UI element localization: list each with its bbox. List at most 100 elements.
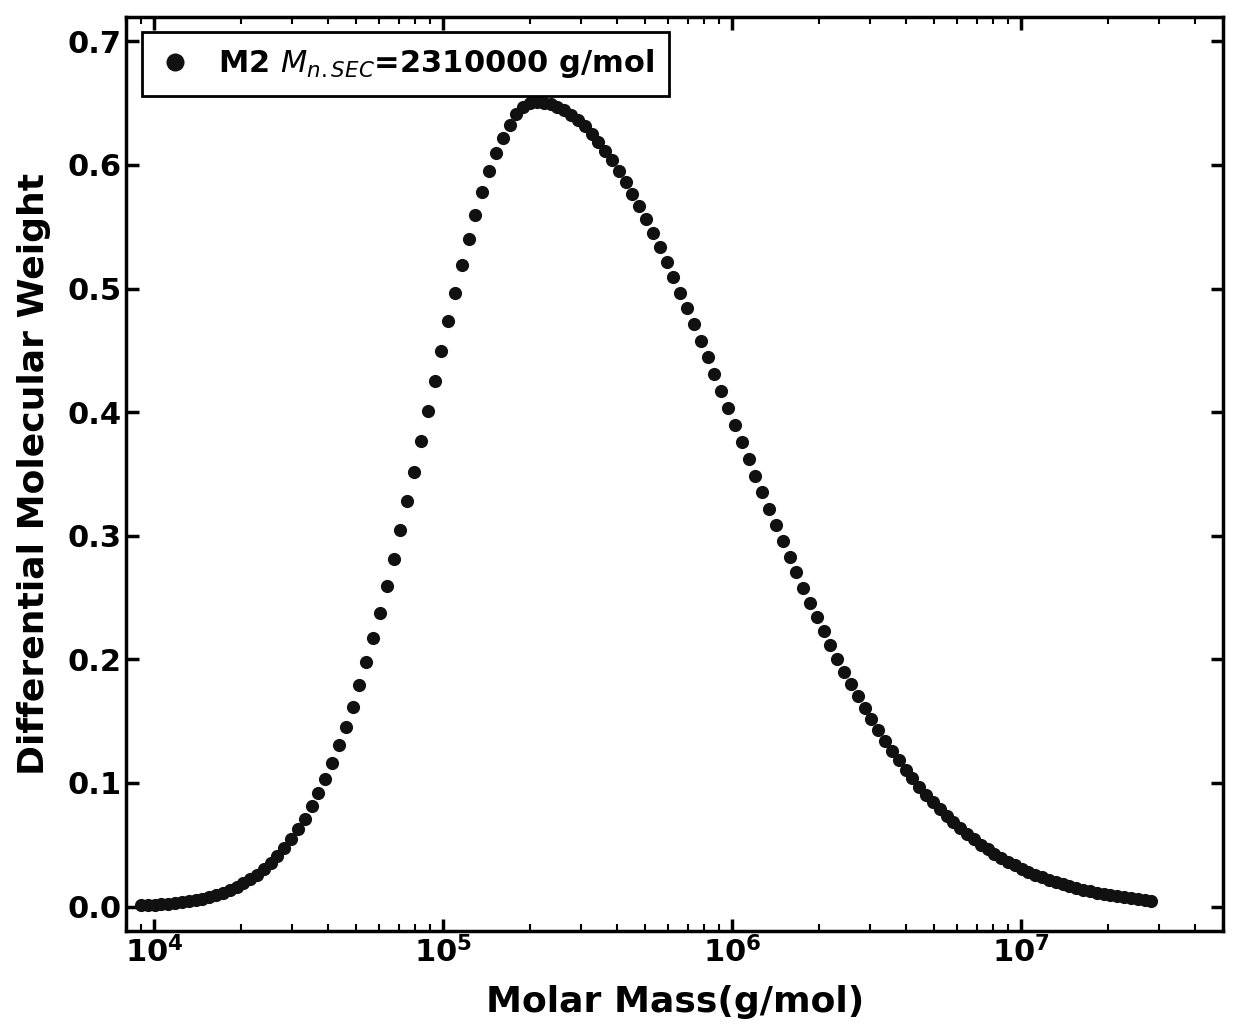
Point — [889, 752, 909, 769]
Point — [172, 894, 192, 911]
Point — [219, 882, 239, 898]
Point — [192, 890, 212, 906]
Point — [1073, 882, 1092, 898]
Point — [322, 754, 342, 771]
Point — [1094, 886, 1114, 902]
Point — [909, 778, 929, 795]
Point — [882, 743, 901, 759]
Point — [848, 688, 868, 704]
Point — [725, 416, 745, 433]
Point — [500, 116, 520, 133]
Point — [404, 463, 424, 480]
Point — [309, 785, 329, 802]
Point — [554, 102, 574, 118]
Point — [753, 484, 773, 500]
Point — [145, 896, 165, 913]
Point — [1045, 874, 1065, 891]
Point — [356, 654, 376, 670]
Point — [691, 333, 711, 349]
Point — [513, 98, 533, 115]
Point — [773, 533, 792, 549]
Point — [718, 400, 738, 416]
Point — [200, 889, 219, 905]
Point — [985, 845, 1004, 862]
Point — [732, 434, 751, 451]
Point — [465, 206, 485, 223]
Point — [179, 893, 198, 910]
X-axis label: Molar Mass(g/mol): Molar Mass(g/mol) — [486, 985, 864, 1019]
Point — [1100, 887, 1120, 903]
Point — [370, 605, 389, 622]
Point — [1053, 876, 1073, 893]
Point — [363, 630, 383, 646]
Point — [1004, 857, 1024, 873]
Point — [424, 373, 444, 390]
Point — [1107, 888, 1127, 904]
Point — [622, 185, 642, 202]
Point — [944, 814, 963, 831]
Point — [260, 855, 280, 871]
Point — [971, 836, 991, 853]
Point — [432, 343, 451, 359]
Point — [663, 268, 683, 285]
Point — [780, 549, 800, 566]
Point — [274, 840, 294, 857]
Point — [895, 761, 915, 778]
Point — [410, 433, 430, 450]
Point — [1142, 892, 1162, 909]
Point — [854, 700, 874, 717]
Point — [548, 98, 568, 115]
Point — [486, 145, 506, 162]
Point — [383, 550, 403, 567]
Point — [233, 875, 253, 892]
Point — [739, 451, 759, 467]
Point — [786, 565, 806, 581]
Point — [636, 211, 656, 228]
Point — [630, 198, 650, 214]
Point — [418, 403, 438, 420]
Point — [541, 96, 560, 113]
Point — [1018, 864, 1038, 881]
Point — [1039, 871, 1059, 888]
Point — [827, 651, 847, 667]
Point — [657, 254, 677, 270]
Point — [582, 125, 601, 142]
Point — [165, 895, 185, 912]
Point — [1080, 884, 1100, 900]
Point — [151, 896, 171, 913]
Point — [841, 675, 861, 692]
Point — [1066, 880, 1086, 896]
Point — [138, 897, 157, 914]
Point — [936, 808, 956, 825]
Point — [813, 623, 833, 639]
Point — [807, 609, 827, 626]
Point — [963, 831, 983, 847]
Point — [397, 493, 417, 510]
Point — [527, 93, 547, 110]
Point — [1115, 889, 1135, 905]
Point — [616, 174, 636, 191]
Point — [609, 163, 629, 179]
Point — [794, 579, 813, 596]
Point — [821, 637, 841, 654]
Point — [800, 595, 820, 611]
Point — [186, 892, 206, 909]
Point — [534, 94, 554, 111]
Point — [247, 866, 267, 883]
Point — [377, 578, 397, 595]
Point — [704, 366, 724, 382]
Point — [268, 847, 288, 864]
Point — [698, 349, 718, 366]
Point — [916, 786, 936, 803]
Point — [745, 467, 765, 484]
Point — [568, 112, 588, 128]
Point — [595, 142, 615, 159]
Point — [506, 106, 526, 122]
Point — [206, 887, 226, 903]
Point — [1135, 892, 1154, 909]
Point — [868, 722, 888, 739]
Point — [301, 798, 321, 814]
Point — [159, 895, 179, 912]
Point — [991, 850, 1011, 866]
Point — [472, 183, 492, 200]
